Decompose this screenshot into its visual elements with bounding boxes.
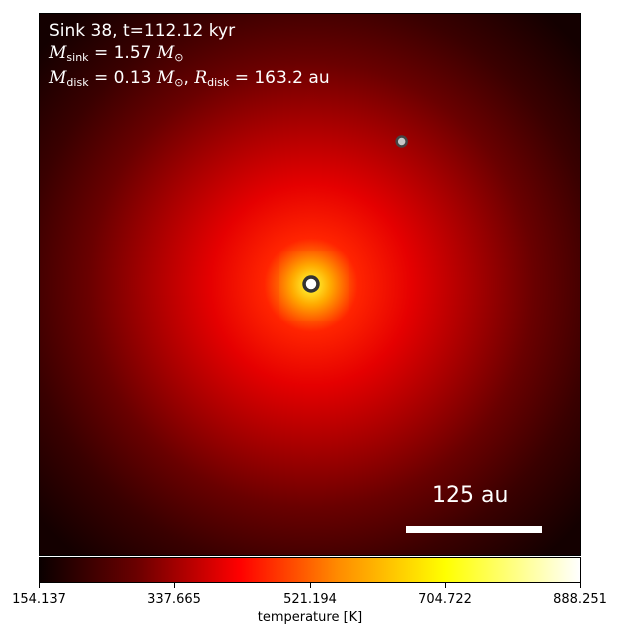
sink-info: Sink 38, t=112.12 kyr Msink = 1.57 M⊙ Md…: [49, 21, 330, 94]
sink-title: Sink 38, t=112.12 kyr: [49, 21, 236, 41]
colorbar-tick-label: 704.722: [418, 592, 472, 607]
colorbar-tick: [310, 583, 311, 588]
colorbar-tick-label: 521.194: [283, 592, 337, 607]
sink-primary-marker: [302, 275, 320, 293]
sink-secondary-marker: [395, 135, 408, 148]
colorbar-tick: [445, 583, 446, 588]
colorbar-tick: [174, 583, 175, 588]
scalebar: [406, 526, 542, 533]
colorbar-tick: [580, 583, 581, 588]
temperature-heatmap: [40, 14, 580, 555]
colorbar-tick-label: 888.251: [553, 592, 607, 607]
temperature-map: Sink 38, t=112.12 kyr Msink = 1.57 M⊙ Md…: [39, 13, 581, 556]
colorbar: [39, 557, 581, 583]
colorbar-label: temperature [K]: [257, 610, 363, 625]
colorbar-tick-label: 337.665: [147, 592, 201, 607]
sink-mass-line: Msink = 1.57 M⊙: [49, 42, 184, 64]
colorbar-tick-label: 154.137: [12, 592, 66, 607]
disk-line: Mdisk = 0.13 M⊙, Rdisk = 163.2 au: [49, 68, 330, 89]
colorbar-tick: [39, 583, 40, 588]
scalebar-label: 125 au: [432, 483, 509, 508]
